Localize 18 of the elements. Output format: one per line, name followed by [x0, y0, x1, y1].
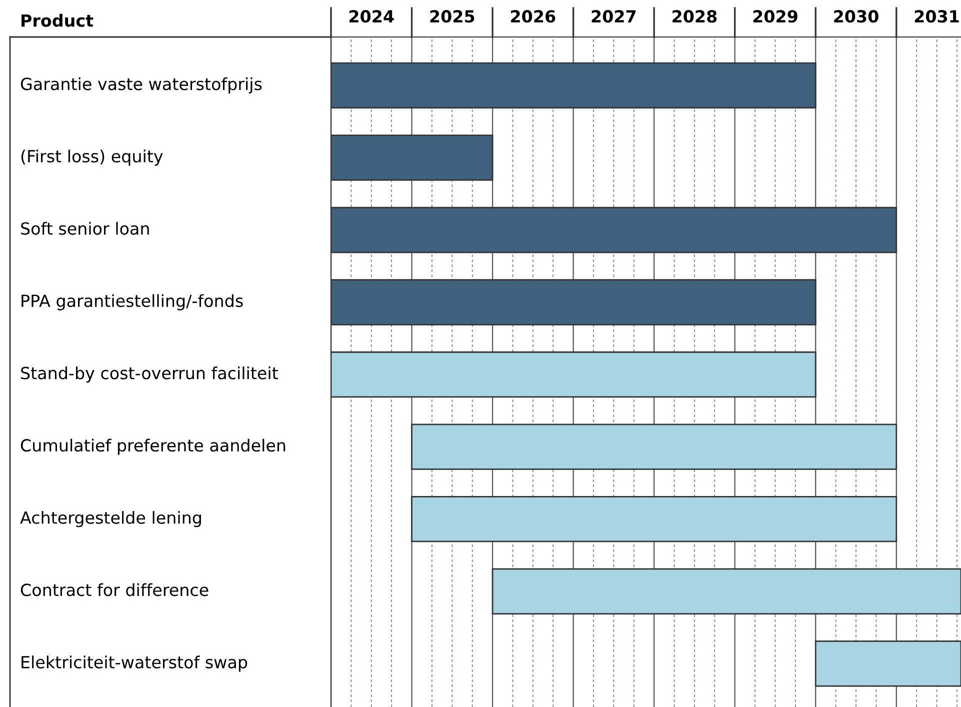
text: Product [22, 14, 94, 27]
y-tick-label: Achtergestelde lening [20, 511, 201, 528]
y-tick-label: PPA garantiestelling/-fonds [22, 294, 243, 310]
x-tick-label: 2026 [511, 10, 556, 23]
y-tick-label: Stand-by cost-overrun faciliteit [21, 366, 278, 383]
x-tick-label: 2025 [430, 10, 474, 23]
y-tick-label: Cumulatief preferente aandelen [20, 438, 286, 455]
x-tick-label: 2024 [350, 10, 394, 23]
x-tick-label: 2030 [834, 10, 878, 23]
x-tick-label: 2028 [672, 10, 717, 23]
y-tick-label: Garantie vaste waterstofprijs [20, 77, 262, 94]
y-tick-label: (First loss) equity [21, 150, 163, 166]
y-tick-label: Elektriciteit-waterstof swap [22, 656, 248, 672]
x-tick-label: 2029 [753, 10, 798, 23]
y-tick-label: Soft senior loan [21, 222, 149, 235]
x-tick-label: 2031 [914, 10, 959, 23]
y-tick-label: Contract for difference [20, 583, 208, 596]
x-tick-label: 2027 [592, 10, 636, 23]
